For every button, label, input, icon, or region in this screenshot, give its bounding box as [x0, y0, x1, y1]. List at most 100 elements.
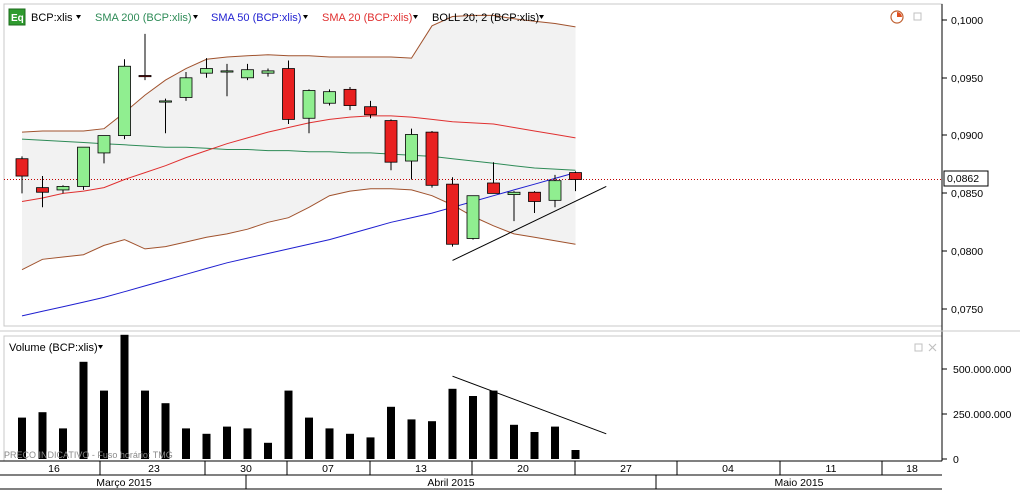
sma200-line: [21, 138, 576, 171]
candle: [118, 59, 131, 140]
candle: [466, 195, 480, 240]
candle-body: [138, 75, 152, 78]
legend-sma200[interactable]: SMA 200 (BCP:xlis): [95, 12, 192, 24]
price-tick-label: 0,1000: [951, 15, 983, 27]
candle-body: [241, 69, 254, 79]
price-tick-label: 0,0900: [951, 130, 983, 142]
volume-bar: [243, 428, 252, 459]
maximize-icon[interactable]: [914, 343, 923, 352]
date-label: 04: [722, 463, 734, 475]
candle-body: [487, 182, 500, 194]
volume-trendline: [452, 375, 607, 435]
candle: [507, 191, 521, 222]
month-label: Abril 2015: [427, 477, 474, 489]
volume-tick-label: 500.000.000: [953, 364, 1012, 376]
volume-bar: [18, 417, 26, 459]
maximize-icon[interactable]: [913, 12, 922, 21]
candle: [323, 89, 336, 106]
sma20-line: [21, 115, 576, 202]
equity-icon[interactable]: Eq: [8, 8, 26, 26]
candle-body: [507, 191, 521, 195]
candle-body: [569, 172, 582, 180]
volume-panel-title[interactable]: Volume (BCP:xlis): [9, 342, 98, 354]
candle-body: [425, 131, 439, 186]
volume-bar: [387, 406, 395, 459]
candle: [302, 89, 316, 134]
chevron-down-icon[interactable]: [76, 15, 81, 19]
candle: [261, 68, 275, 77]
volume-tick-label: 250.000.000: [953, 409, 1012, 421]
candle-body: [77, 146, 90, 187]
candle-body: [220, 70, 234, 73]
chevron-down-icon[interactable]: [193, 15, 198, 19]
date-label: 07: [322, 463, 334, 475]
candle: [425, 130, 439, 188]
volume-bar: [284, 390, 293, 459]
price-axis: 0,1000 0,0950 0,0900 0,0850 0,0800 0,075…: [942, 15, 983, 316]
volume-bar: [428, 421, 436, 459]
equity-icon-label: Eq: [11, 13, 24, 24]
sma50-line: [21, 172, 576, 317]
date-axis: 16 23 30 07 13 20 27 04 11 18 Março 2015…: [48, 461, 918, 489]
date-label: 13: [415, 463, 427, 475]
candle: [282, 60, 295, 125]
legend-symbol[interactable]: BCP:xlis: [31, 12, 73, 24]
close-icon[interactable]: [928, 343, 937, 352]
volume-bar: [264, 442, 272, 459]
volume-bar: [161, 403, 170, 459]
volume-bar: [489, 390, 498, 459]
candle: [220, 63, 234, 97]
candle-body: [466, 195, 480, 239]
candle-body: [384, 120, 398, 163]
candle-body: [36, 187, 49, 193]
candle-body: [15, 158, 29, 177]
candle: [446, 177, 459, 247]
candle: [343, 87, 357, 111]
chevron-down-icon[interactable]: [539, 15, 544, 19]
bollinger-upper-line: [21, 14, 576, 133]
candle-body: [548, 180, 562, 201]
last-price-tag: 0,0862: [943, 170, 989, 187]
candle: [200, 58, 213, 78]
candle: [569, 171, 582, 192]
candle: [36, 176, 49, 208]
candle: [179, 72, 193, 101]
candle-body: [405, 134, 418, 162]
volume-bar: [100, 390, 108, 459]
volume-bar: [182, 428, 190, 459]
candle-body: [302, 90, 316, 119]
chart-settings-icon[interactable]: [890, 10, 904, 24]
candle: [138, 33, 152, 81]
legend-sma50[interactable]: SMA 50 (BCP:xlis): [211, 12, 301, 24]
candle: [528, 191, 541, 214]
volume-bar: [551, 426, 559, 459]
candle: [159, 98, 172, 134]
bollinger-lower-line: [21, 188, 576, 271]
chevron-down-icon[interactable]: [303, 15, 308, 19]
candle-body: [261, 70, 275, 74]
candle-body: [159, 100, 172, 103]
volume-bar: [510, 424, 518, 459]
chevron-down-icon[interactable]: [413, 15, 418, 19]
volume-bar: [571, 450, 580, 459]
candle: [364, 100, 377, 119]
volume-bar: [141, 390, 149, 459]
date-label: 18: [906, 463, 918, 475]
volume-bar: [38, 412, 47, 459]
volume-bar: [325, 428, 334, 459]
candle: [97, 135, 111, 164]
candle: [15, 156, 29, 194]
date-label: 30: [240, 463, 252, 475]
candle: [241, 63, 254, 81]
price-tick-label: 0,0800: [951, 246, 983, 258]
price-tick-label: 0,0850: [951, 188, 983, 200]
volume-bar: [407, 419, 416, 459]
candle: [548, 174, 562, 208]
legend-boll[interactable]: BOLL 20; 2 (BCP:xlis): [432, 12, 539, 24]
candle: [384, 119, 398, 171]
legend-sma20[interactable]: SMA 20 (BCP:xlis): [322, 12, 412, 24]
chevron-down-icon[interactable]: [98, 345, 103, 349]
candle-body: [343, 88, 357, 106]
